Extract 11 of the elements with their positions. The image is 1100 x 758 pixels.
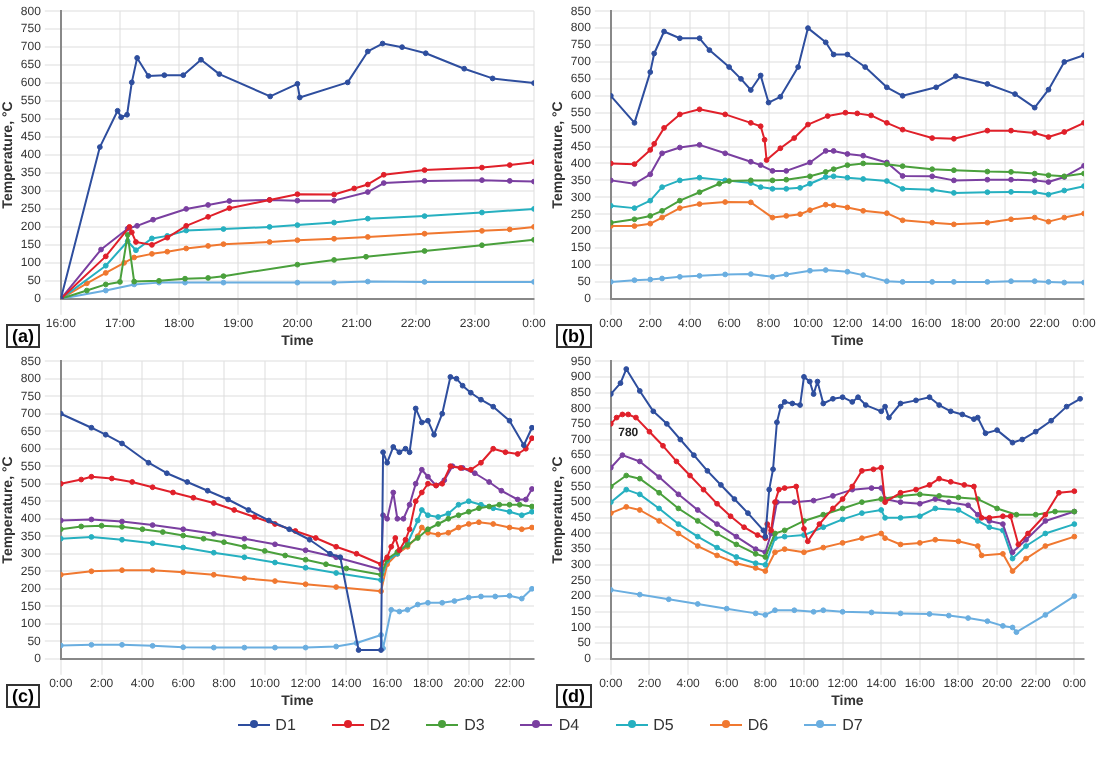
legend-label: D5 [653, 716, 674, 734]
legend-label: D2 [369, 716, 391, 734]
legend-label: D7 [842, 716, 863, 734]
text: (a) [6, 324, 40, 348]
legend-label: D6 [747, 716, 769, 734]
legend-label: D3 [464, 716, 485, 734]
legend-label: D1 [275, 716, 296, 734]
text: (b) [556, 324, 591, 348]
text: (d) [556, 684, 591, 708]
text: (c) [6, 684, 40, 708]
legend-label: D4 [558, 716, 580, 734]
